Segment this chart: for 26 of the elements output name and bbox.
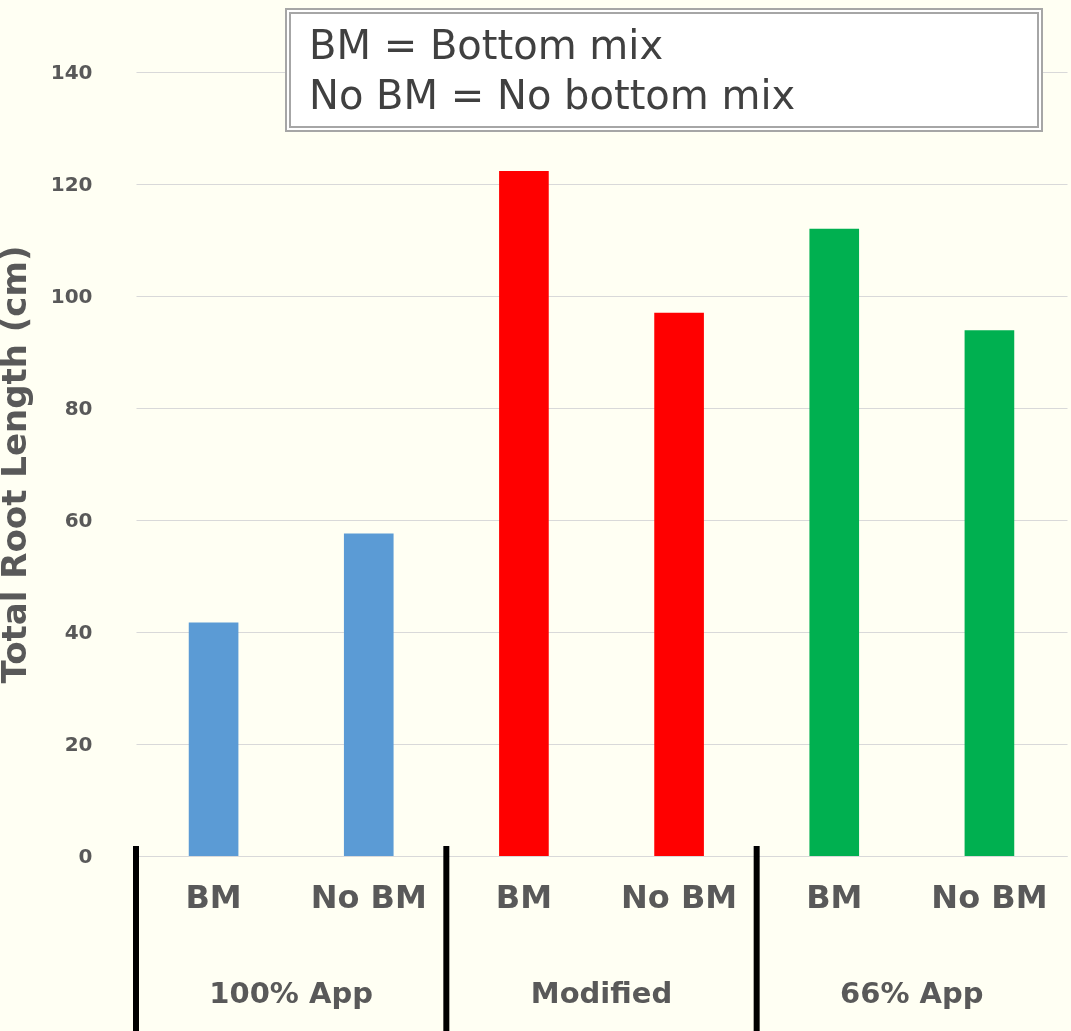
y-tick-label: 40: [64, 619, 93, 644]
x-tick-label: BM: [185, 877, 242, 916]
y-tick-label: 120: [50, 171, 93, 196]
y-tick-label: 80: [64, 395, 93, 420]
bar: [188, 622, 239, 856]
annotation: No BM = No bottom mix: [309, 71, 797, 120]
x-tick-label: No BM: [931, 877, 1048, 916]
text: Modified: [530, 976, 673, 1010]
y-tick-label: 140: [50, 59, 93, 84]
x-tick-label: BM: [806, 877, 863, 916]
bar: [809, 228, 860, 856]
bar: [654, 312, 704, 856]
y-tick-label: 20: [64, 731, 93, 756]
bar: [964, 330, 1015, 856]
x-tick-label: BM: [495, 877, 553, 916]
y-tick-label: 100: [50, 283, 93, 308]
text: 66% App: [840, 976, 984, 1010]
y-tick-label: 0: [78, 843, 93, 868]
x-tick-label: No BM: [310, 877, 427, 916]
y-axis-title: Total Root Length (cm): [0, 245, 34, 684]
y-tick-label: 60: [64, 507, 93, 532]
text: 100% App: [209, 976, 373, 1010]
text-box: BM = Bottom mix No BM = No bottom mix: [285, 8, 1043, 132]
bar: [499, 171, 549, 856]
bar: [343, 533, 394, 856]
x-tick-label: No BM: [621, 877, 738, 916]
